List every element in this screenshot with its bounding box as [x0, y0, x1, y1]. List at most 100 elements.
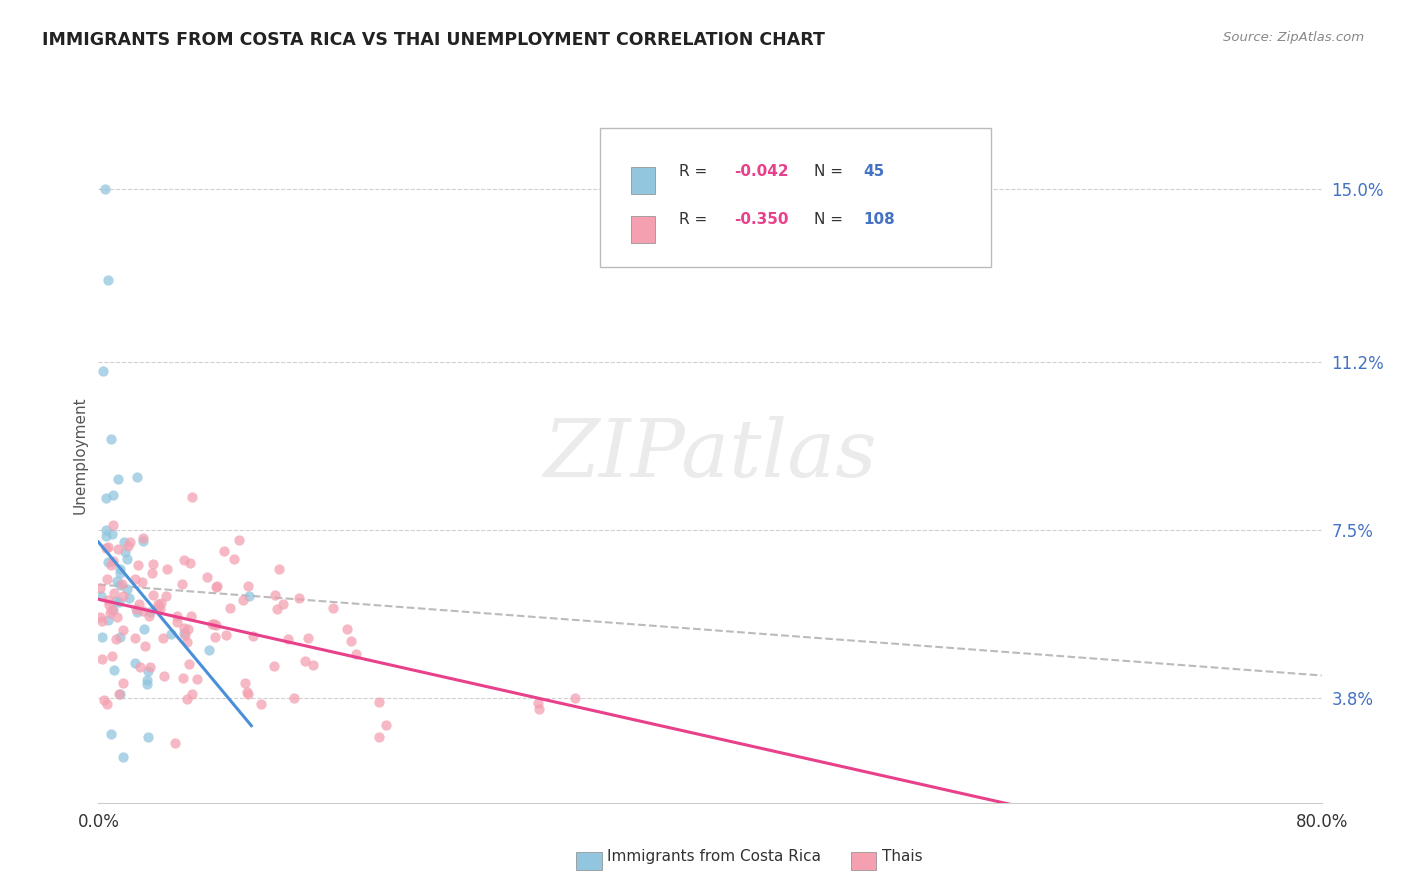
Point [107, 472, 129, 486]
Point [155, 589, 177, 603]
Point [139, 659, 162, 673]
Point [146, 599, 169, 614]
Text: R =: R = [679, 164, 713, 179]
Point [125, 601, 148, 615]
Text: N =: N = [814, 164, 848, 179]
Point [107, 541, 129, 556]
Point [368, 695, 391, 709]
Point [96, 572, 118, 586]
Text: ZIPatlas: ZIPatlas [543, 417, 877, 493]
Point [100, 727, 122, 741]
Point [96, 697, 118, 711]
Point [180, 687, 202, 701]
Point [142, 588, 165, 602]
Point [180, 609, 202, 624]
Point [118, 591, 141, 605]
Point [136, 673, 159, 688]
Point [368, 730, 391, 744]
Point [152, 631, 174, 645]
Text: R =: R = [679, 212, 713, 227]
Point [93, 693, 115, 707]
Point [267, 561, 290, 575]
Text: Thais: Thais [882, 849, 922, 863]
Point [250, 697, 273, 711]
Point [117, 551, 139, 566]
Point [125, 470, 148, 484]
Point [111, 576, 134, 591]
Point [266, 602, 288, 616]
Point [228, 533, 250, 547]
Point [201, 616, 224, 631]
Point [322, 600, 344, 615]
Point [181, 490, 204, 504]
Point [100, 606, 122, 620]
Point [131, 533, 153, 548]
Point [236, 685, 259, 699]
Point [276, 632, 298, 646]
Point [138, 608, 160, 623]
Point [112, 750, 135, 764]
Point [93, 182, 115, 196]
Point [134, 639, 156, 653]
Point [214, 543, 236, 558]
Point [233, 676, 256, 690]
Point [97, 273, 120, 287]
Point [128, 597, 150, 611]
Point [176, 622, 198, 636]
Point [101, 554, 124, 568]
Point [264, 589, 287, 603]
Point [108, 688, 131, 702]
Point [131, 574, 153, 589]
Point [97, 613, 120, 627]
Point [204, 617, 226, 632]
Point [124, 572, 146, 586]
Point [124, 656, 146, 670]
Point [105, 610, 128, 624]
Point [339, 634, 361, 648]
Point [205, 580, 228, 594]
Point [112, 623, 135, 637]
Point [173, 553, 195, 567]
Point [172, 671, 194, 685]
Point [153, 669, 176, 683]
Point [108, 578, 131, 592]
Point [132, 531, 155, 545]
Point [108, 630, 131, 644]
Point [141, 566, 163, 580]
Point [215, 628, 238, 642]
Point [97, 598, 120, 612]
Point [142, 558, 165, 572]
Point [176, 692, 198, 706]
Point [103, 603, 125, 617]
Point [124, 632, 146, 646]
Point [271, 597, 294, 611]
Point [232, 593, 254, 607]
Point [173, 628, 195, 642]
Text: -0.042: -0.042 [734, 164, 789, 179]
Point [283, 691, 305, 706]
Point [179, 556, 201, 570]
Point [101, 603, 124, 617]
Point [344, 647, 367, 661]
Point [89, 610, 111, 624]
Point [120, 535, 142, 549]
Point [89, 581, 111, 595]
FancyBboxPatch shape [630, 216, 655, 243]
Text: Immigrants from Costa Rica: Immigrants from Costa Rica [607, 849, 821, 863]
Point [242, 629, 264, 643]
Point [114, 545, 136, 559]
Point [176, 635, 198, 649]
Point [156, 562, 179, 576]
Point [138, 730, 160, 744]
FancyBboxPatch shape [600, 128, 991, 267]
Point [90, 614, 112, 628]
Point [100, 558, 122, 573]
Point [100, 527, 122, 541]
Point [236, 687, 259, 701]
Point [294, 654, 316, 668]
Point [166, 609, 188, 624]
Point [136, 664, 159, 678]
Point [297, 632, 319, 646]
Point [127, 558, 149, 572]
Text: IMMIGRANTS FROM COSTA RICA VS THAI UNEMPLOYMENT CORRELATION CHART: IMMIGRANTS FROM COSTA RICA VS THAI UNEMP… [42, 31, 825, 49]
